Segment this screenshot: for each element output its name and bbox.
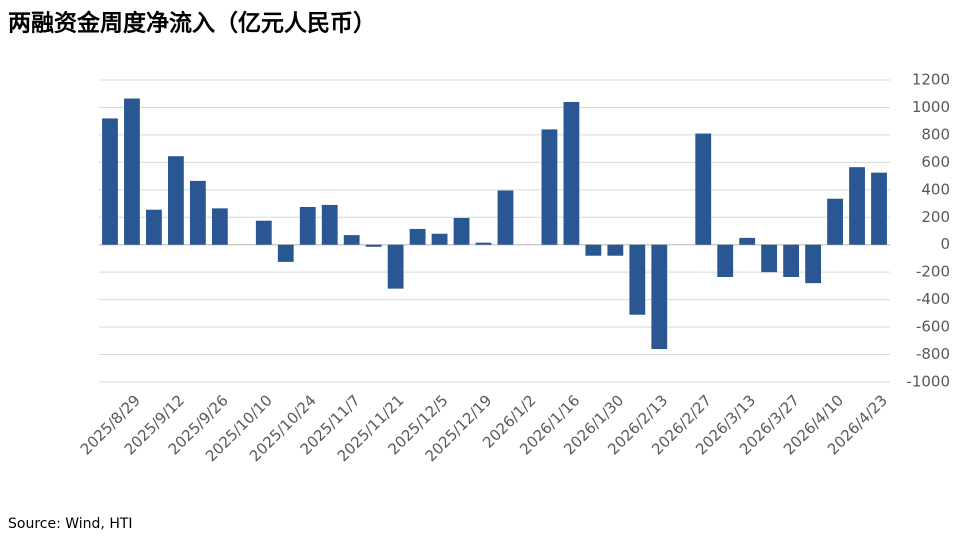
bar bbox=[585, 244, 602, 256]
bar bbox=[761, 244, 778, 273]
bar bbox=[146, 209, 162, 245]
bar bbox=[453, 217, 470, 245]
bar bbox=[343, 235, 360, 245]
bar bbox=[321, 204, 338, 245]
source: Source: Wind, HTI bbox=[8, 516, 133, 532]
bar bbox=[805, 244, 822, 284]
y-tick-label: 1200 bbox=[912, 71, 950, 89]
y-tick-label: -200 bbox=[916, 263, 950, 281]
y-tick-label: 400 bbox=[921, 180, 950, 198]
y-tick-label: -400 bbox=[916, 290, 950, 308]
y-tick-label: -1000 bbox=[906, 373, 950, 391]
bar bbox=[365, 244, 382, 247]
bar bbox=[255, 220, 272, 245]
bar bbox=[563, 101, 580, 245]
bar bbox=[102, 118, 118, 245]
bar bbox=[387, 244, 404, 289]
bar bbox=[211, 208, 228, 245]
bar bbox=[695, 133, 712, 245]
bar bbox=[717, 244, 734, 277]
bar bbox=[497, 190, 514, 245]
chart-title: 两融资金周度净流入（亿元人民币） bbox=[8, 10, 376, 37]
bar bbox=[431, 233, 448, 245]
y-tick-label: 800 bbox=[921, 125, 950, 143]
bar bbox=[849, 167, 865, 245]
y-tick-label: 0 bbox=[940, 235, 950, 253]
bar bbox=[651, 244, 668, 350]
bar bbox=[189, 180, 206, 245]
bar bbox=[607, 244, 624, 256]
bar bbox=[827, 198, 843, 245]
y-tick-label: 200 bbox=[921, 208, 950, 226]
bar bbox=[541, 129, 558, 245]
bar bbox=[167, 156, 184, 245]
bar bbox=[299, 206, 316, 245]
bar bbox=[871, 172, 887, 245]
bar bbox=[783, 244, 800, 277]
bar bbox=[629, 244, 646, 315]
bar bbox=[124, 98, 140, 245]
y-tick-label: 600 bbox=[921, 153, 950, 171]
y-tick-label: 1000 bbox=[912, 98, 950, 116]
bar bbox=[409, 228, 426, 245]
bar bbox=[277, 244, 294, 262]
y-tick-label: -600 bbox=[916, 318, 950, 336]
bar bbox=[739, 237, 756, 245]
bar bbox=[475, 242, 492, 245]
y-tick-label: -800 bbox=[916, 345, 950, 363]
